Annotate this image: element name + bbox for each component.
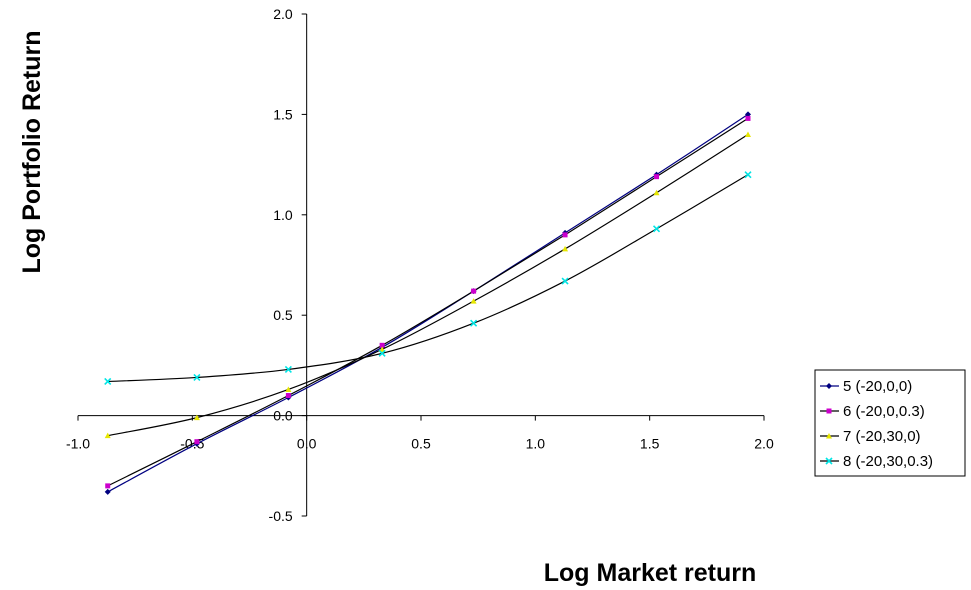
legend-marker [825,457,833,465]
x-tick-label: 2.0 [754,436,774,452]
legend-label: 5 (-20,0,0) [843,378,912,395]
x-marker-stroke [284,365,292,373]
x-tick-label: 1.5 [640,436,660,452]
legend: 5 (-20,0,0) 6 (-20,0,0.3) 7 (-20,30,0) 8 (-… [814,369,966,477]
x-tick-label: 1.0 [526,436,546,452]
legend-label: 8 (-20,30,0.3) [843,453,933,470]
data-point [379,346,386,352]
x-marker-stroke [470,319,478,327]
series-line [107,174,749,383]
x-marker-stroke [104,377,112,386]
series-line [107,117,749,487]
series-3 [104,131,751,439]
series-4 [104,171,752,386]
data-point [104,377,112,386]
data-point [471,288,477,294]
data-point [378,349,386,357]
legend-label: 7 (-20,30,0) [843,428,921,445]
y-tick-label: 2.0 [273,6,293,22]
legend-box [814,369,966,477]
data-point [653,189,660,196]
x-marker-stroke [652,225,661,233]
y-tick-label: 0.5 [273,307,293,323]
data-point [285,386,292,392]
x-marker-stroke [744,171,752,179]
data-point [654,174,660,180]
data-point [744,171,752,179]
series-line [107,133,749,437]
y-tick-label: 1.0 [273,207,293,223]
series-layer [104,111,752,495]
y-tick-label: 0.0 [273,408,293,424]
legend-marker [826,383,832,389]
legend-marker [826,408,832,414]
data-point [561,277,569,285]
data-point [470,319,478,327]
x-axis-title: Log Market return [544,559,757,587]
x-marker-stroke [378,349,386,357]
data-point [194,439,200,445]
data-point [744,111,751,118]
data-point [745,115,751,121]
series-2 [105,115,751,489]
legend-marker [826,433,832,439]
legend-label: 6 (-20,0,0.3) [843,403,925,420]
data-point [104,488,111,495]
y-tick-label: 1.5 [273,106,293,122]
x-marker-stroke [825,457,833,465]
x-tick-label: -1.0 [66,436,90,452]
axes: -1.0 -0.5 0.0 0.5 1.0 1.5 2.0-0.50.00.51.01.52… [66,6,774,524]
data-point [193,414,200,421]
series-line [107,113,749,493]
y-tick-label: -0.5 [269,508,293,524]
data-point [652,225,661,233]
x-tick-label: 0.5 [411,436,431,452]
x-tick-label: 0.0 [297,436,317,452]
data-point [284,365,292,373]
x-marker-stroke [193,373,201,382]
data-point [379,342,385,348]
data-point [562,232,568,238]
data-point [744,131,751,137]
data-point [562,245,569,252]
data-point [285,393,291,399]
data-point [105,483,111,489]
data-point [104,432,111,439]
y-axis-title: Log Portfolio Return [18,30,46,273]
data-point [193,373,201,382]
x-marker-stroke [561,277,569,285]
data-point [470,298,477,304]
